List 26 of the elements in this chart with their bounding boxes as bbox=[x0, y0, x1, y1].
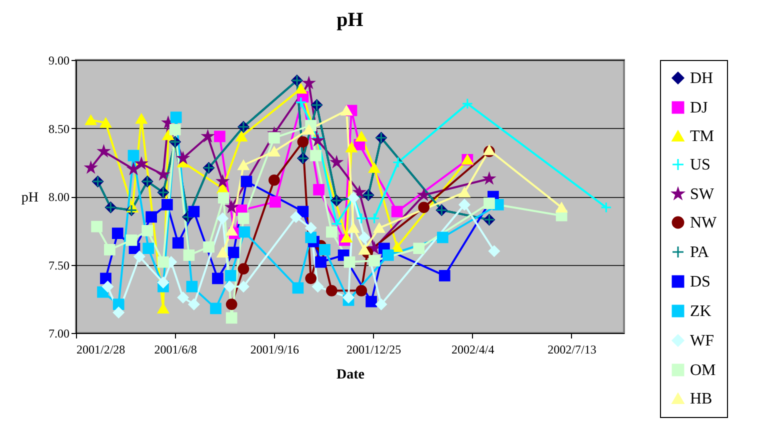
legend-label: TM bbox=[690, 128, 714, 145]
legend-label: WF bbox=[690, 332, 714, 350]
x-axis-title: Date bbox=[336, 368, 364, 382]
x-tick-label: 2002/4/4 bbox=[452, 342, 494, 356]
legend-label: HB bbox=[690, 390, 712, 408]
y-tick-label: 7.00 bbox=[48, 326, 70, 340]
x-tick-label: 2001/12/25 bbox=[346, 342, 402, 356]
chart-title: pH bbox=[336, 9, 364, 31]
legend-label: DH bbox=[690, 70, 714, 87]
y-axis-title: pH bbox=[21, 190, 38, 206]
legend-label: DJ bbox=[690, 100, 708, 116]
y-tick-label: 8.50 bbox=[48, 122, 70, 136]
legend-label: DS bbox=[690, 274, 710, 290]
y-tick-label: 9.00 bbox=[48, 54, 70, 68]
legend-label: SW bbox=[690, 186, 715, 203]
x-tick-label: 2001/2/28 bbox=[76, 342, 126, 356]
y-tick-label: 7.50 bbox=[48, 258, 70, 272]
x-tick-label: 2001/6/8 bbox=[154, 342, 197, 356]
legend-label: OM bbox=[690, 362, 716, 379]
y-tick-label: 8.00 bbox=[48, 190, 70, 204]
x-tick-label: 2002/7/13 bbox=[548, 342, 596, 356]
legend-label: ZK bbox=[690, 303, 712, 320]
legend-label: PA bbox=[690, 244, 710, 261]
legend-label: US bbox=[690, 156, 710, 174]
legend-label: NW bbox=[690, 214, 718, 232]
x-tick-label: 2001/9/16 bbox=[250, 342, 300, 356]
